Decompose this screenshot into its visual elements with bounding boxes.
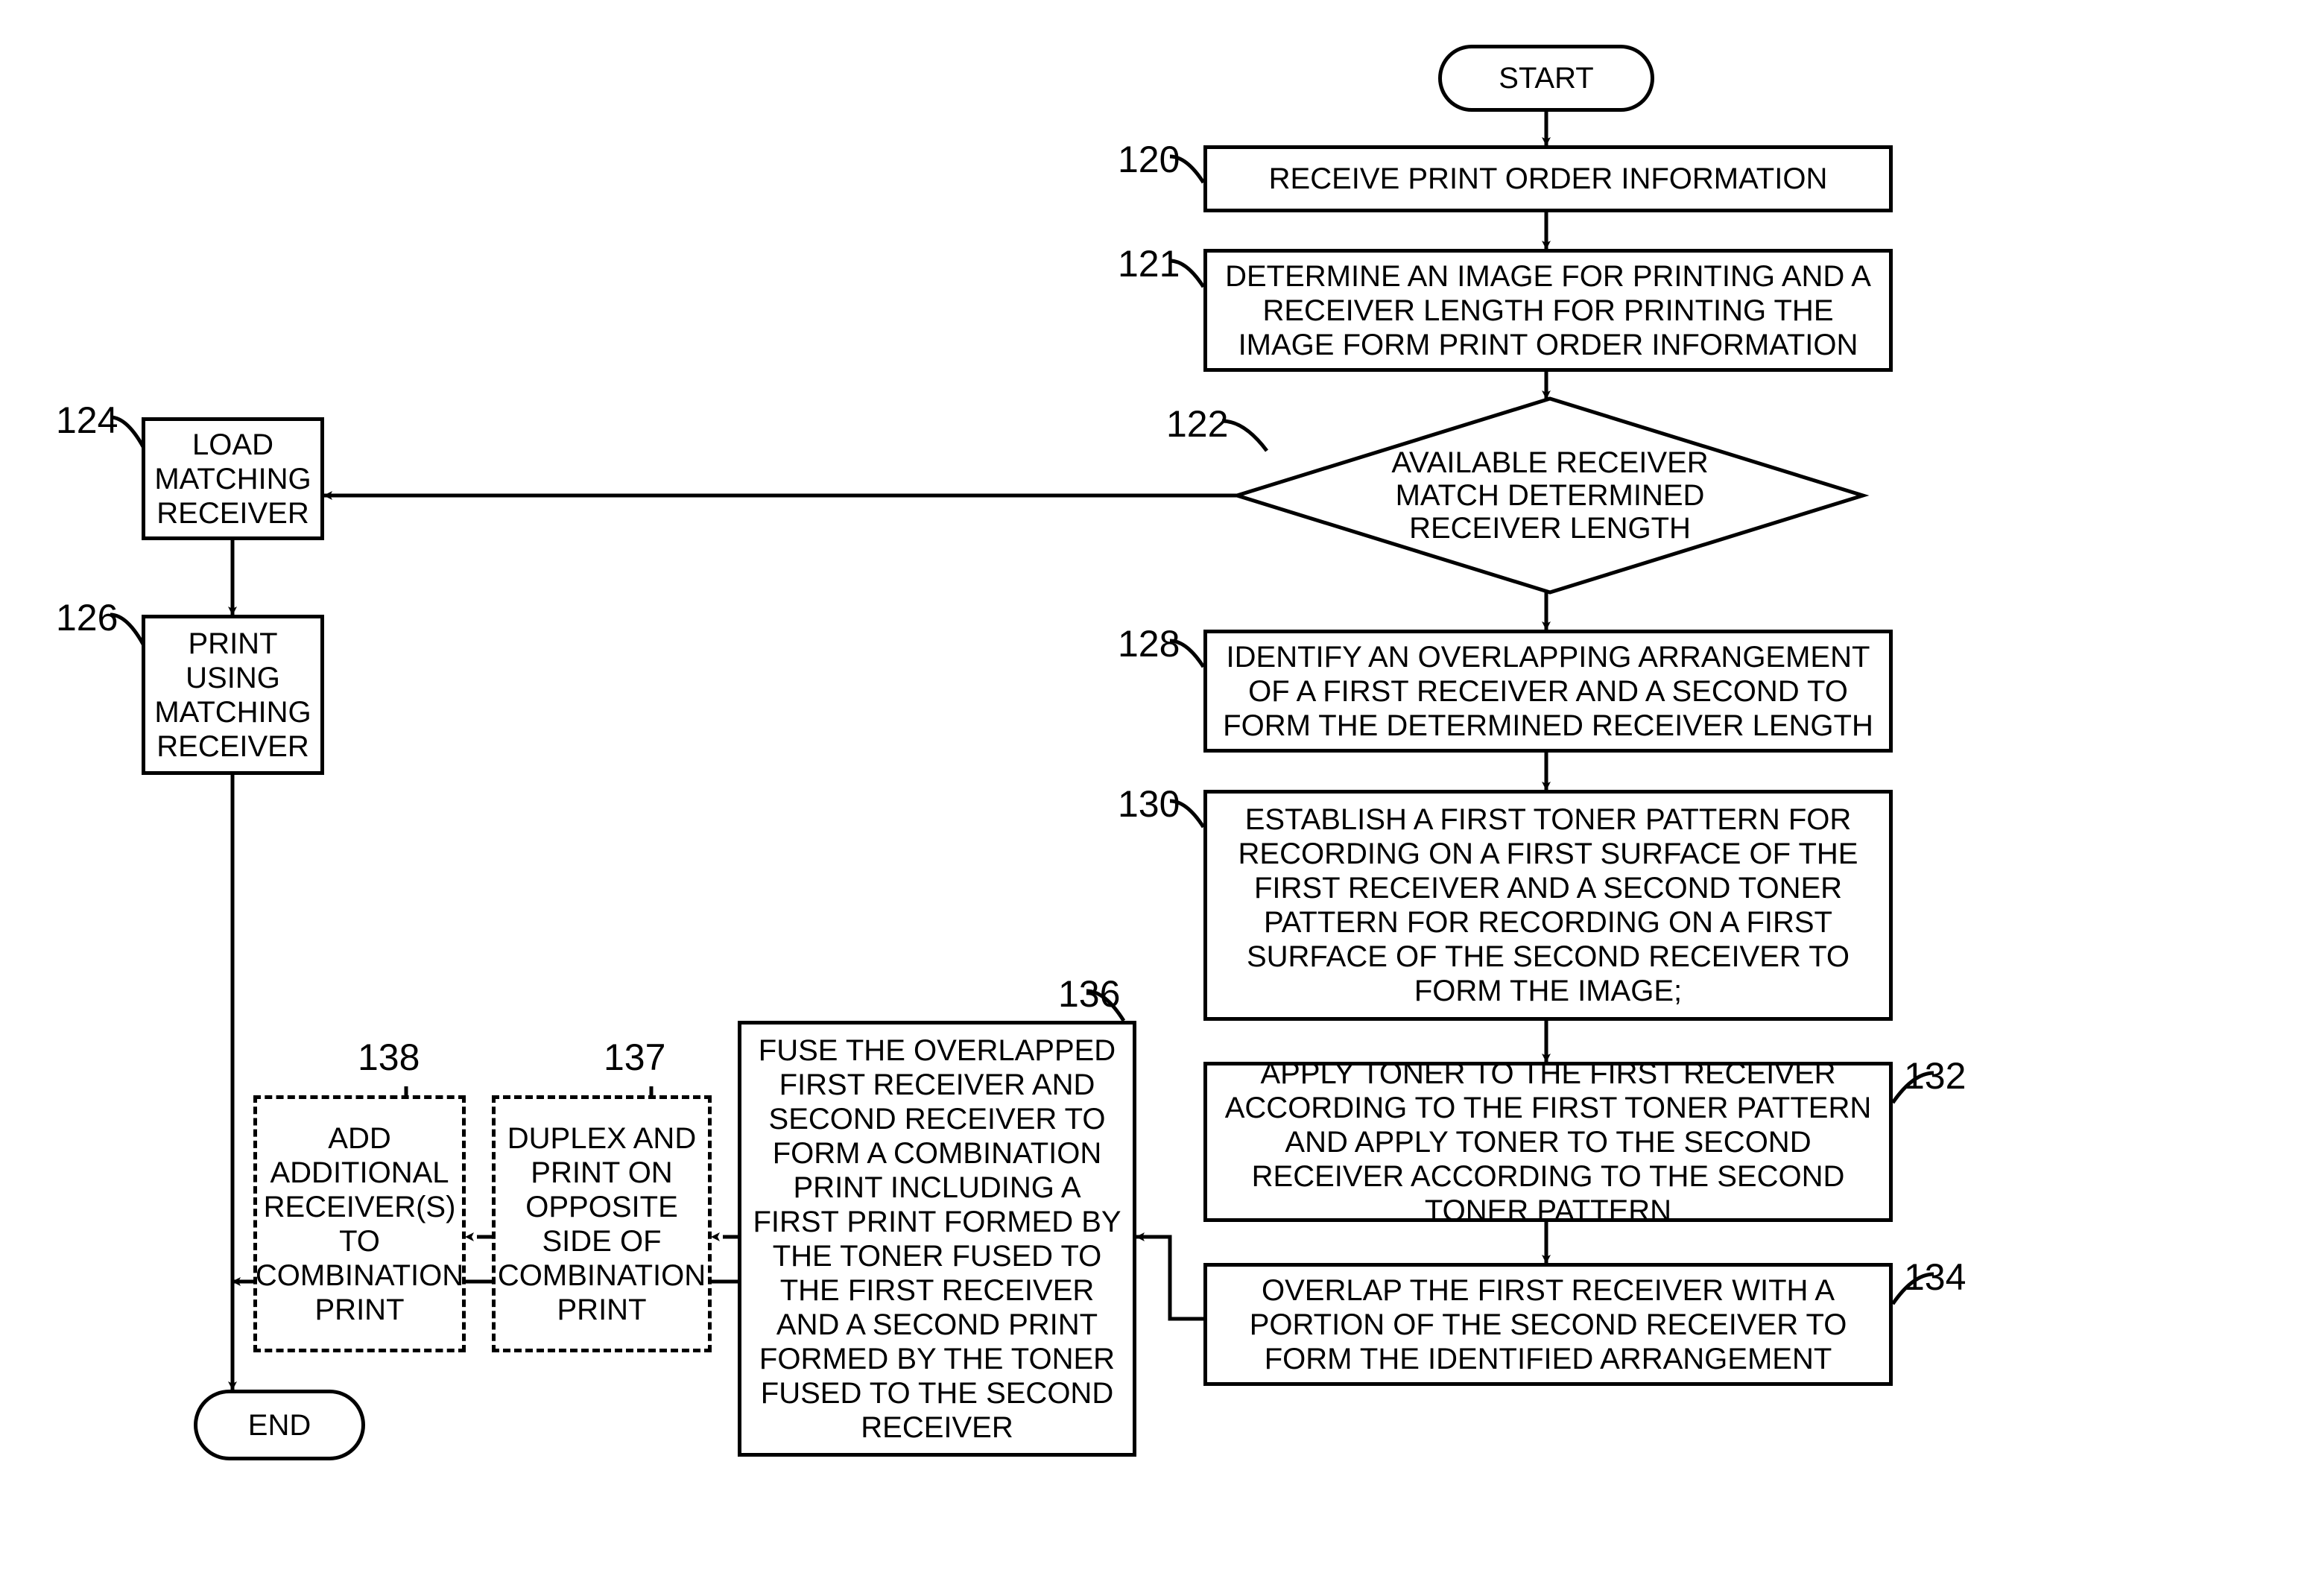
ref-label-138: 138 xyxy=(358,1036,420,1079)
ref-label-128: 128 xyxy=(1118,622,1180,665)
box-124-text: LOAD MATCHING RECEIVER xyxy=(154,428,311,531)
box-120-text: RECEIVE PRINT ORDER INFORMATION xyxy=(1269,162,1828,196)
box-126-print-using-matching-receiver: PRINT USING MATCHING RECEIVER xyxy=(142,615,324,775)
diamond-122-text-container: AVAILABLE RECEIVER MATCH DETERMINED RECE… xyxy=(1378,414,1722,578)
box-132-apply-toner: APPLY TONER TO THE FIRST RECEIVER ACCORD… xyxy=(1203,1062,1893,1222)
ref-label-124: 124 xyxy=(56,399,118,442)
box-121-text: DETERMINE AN IMAGE FOR PRINTING AND A RE… xyxy=(1216,259,1880,362)
box-120-receive-print-order: RECEIVE PRINT ORDER INFORMATION xyxy=(1203,145,1893,212)
diamond-122-text: AVAILABLE RECEIVER MATCH DETERMINED RECE… xyxy=(1378,446,1722,545)
ref-label-120: 120 xyxy=(1118,138,1180,181)
box-128-identify-arrangement: IDENTIFY AN OVERLAPPING ARRANGEMENT OF A… xyxy=(1203,630,1893,753)
end-terminator: END xyxy=(194,1390,365,1460)
box-137-text: DUPLEX AND PRINT ON OPPOSITE SIDE OF COM… xyxy=(498,1121,706,1327)
ref-label-132: 132 xyxy=(1904,1054,1966,1098)
box-130-establish-toner-pattern: ESTABLISH A FIRST TONER PATTERN FOR RECO… xyxy=(1203,790,1893,1021)
box-137-duplex-print: DUPLEX AND PRINT ON OPPOSITE SIDE OF COM… xyxy=(492,1095,712,1352)
end-label: END xyxy=(248,1408,311,1443)
ref-label-126: 126 xyxy=(56,596,118,639)
box-121-determine-image: DETERMINE AN IMAGE FOR PRINTING AND A RE… xyxy=(1203,249,1893,372)
box-138-text: ADD ADDITIONAL RECEIVER(S) TO COMBINATIO… xyxy=(256,1121,463,1327)
ref-label-136: 136 xyxy=(1058,972,1120,1016)
ref-label-130: 130 xyxy=(1118,782,1180,826)
ref-label-121: 121 xyxy=(1118,242,1180,285)
box-136-text: FUSE THE OVERLAPPED FIRST RECEIVER AND S… xyxy=(750,1033,1124,1445)
box-134-text: OVERLAP THE FIRST RECEIVER WITH A PORTIO… xyxy=(1216,1273,1880,1376)
box-136-fuse-overlapped: FUSE THE OVERLAPPED FIRST RECEIVER AND S… xyxy=(738,1021,1136,1457)
box-128-text: IDENTIFY AN OVERLAPPING ARRANGEMENT OF A… xyxy=(1216,640,1880,743)
box-134-overlap-receiver: OVERLAP THE FIRST RECEIVER WITH A PORTIO… xyxy=(1203,1263,1893,1386)
start-label: START xyxy=(1499,61,1593,95)
box-132-text: APPLY TONER TO THE FIRST RECEIVER ACCORD… xyxy=(1216,1057,1880,1228)
ref-label-137: 137 xyxy=(604,1036,665,1079)
box-130-text: ESTABLISH A FIRST TONER PATTERN FOR RECO… xyxy=(1216,802,1880,1008)
box-124-load-matching-receiver: LOAD MATCHING RECEIVER xyxy=(142,417,324,540)
box-138-add-additional-receivers: ADD ADDITIONAL RECEIVER(S) TO COMBINATIO… xyxy=(253,1095,466,1352)
ref-label-122: 122 xyxy=(1166,402,1228,446)
start-terminator: START xyxy=(1438,45,1654,112)
ref-label-134: 134 xyxy=(1904,1255,1966,1299)
box-126-text: PRINT USING MATCHING RECEIVER xyxy=(154,627,311,764)
